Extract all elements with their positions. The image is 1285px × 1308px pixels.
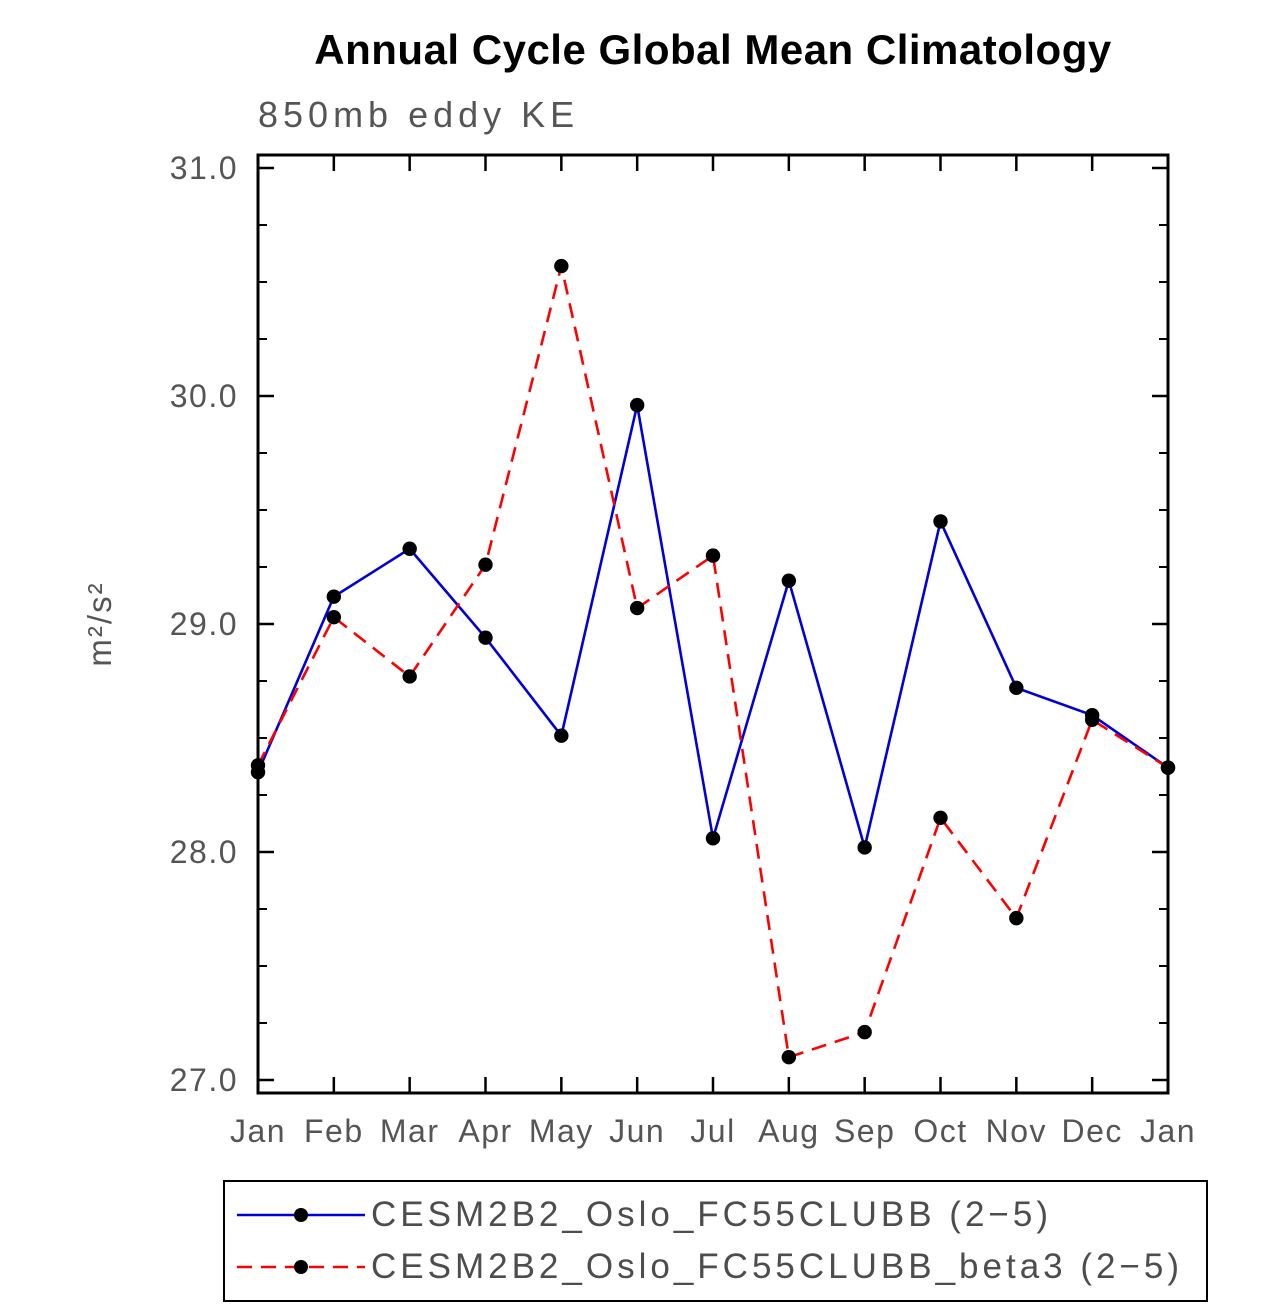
x-tick-label: May [529,1113,594,1149]
data-point-marker [705,548,721,563]
plot-frame [256,153,1170,1095]
data-point-marker [1009,680,1024,696]
x-tick-label: Apr [458,1113,512,1149]
data-point-marker [554,258,569,274]
x-tick-label: Mar [380,1113,440,1149]
data-point-marker [402,541,417,556]
data-point-marker [554,728,569,743]
data-point-marker [326,589,342,604]
x-tick-label: Jul [690,1113,735,1149]
legend-line-sample [237,1260,365,1275]
x-tick-label: Nov [986,1113,1047,1149]
data-point-marker [705,831,721,846]
data-point-marker [629,397,645,413]
data-point-marker [478,630,493,645]
data-point-marker [857,1024,872,1040]
legend-marker [294,1207,308,1222]
x-tick-label: Jan [1140,1113,1196,1149]
y-tick-label: 30.0 [170,378,238,414]
data-point-marker [250,758,266,773]
x-tick-label: Oct [913,1113,967,1149]
legend-item: CESM2B2_Oslo_FC55CLUBB_beta3 (2−5) [233,1247,1206,1287]
y-tick-label: 28.0 [170,834,238,870]
legend-line-sample [237,1207,365,1222]
data-point-marker [781,1050,797,1065]
data-point-marker [402,669,417,684]
y-tick-label: 27.0 [170,1062,238,1098]
legend-label: CESM2B2_Oslo_FC55CLUBB_beta3 (2−5) [371,1247,1184,1287]
chart-subtitle: 850mb eddy KE [258,94,580,135]
legend-item: CESM2B2_Oslo_FC55CLUBB (2−5) [233,1195,1206,1235]
legend-marker [294,1260,308,1275]
data-point-marker [1009,910,1024,926]
legend-label: CESM2B2_Oslo_FC55CLUBB (2−5) [371,1194,1052,1234]
data-point-marker [781,573,797,588]
x-tick-label: Feb [304,1113,364,1149]
data-point-marker [629,600,645,616]
x-tick-label: Jun [609,1113,665,1149]
data-point-marker [933,514,948,529]
data-point-marker [857,840,872,855]
plot-area: Jan Feb Mar Apr May Jun Jul Aug Sep Oct Nov Dec Jan 2… [170,150,1196,1149]
chart-title: Annual Cycle Global Mean Climatology [314,26,1112,73]
data-point-marker [478,557,493,572]
x-tick-label: Sep [834,1113,895,1149]
series-line [256,265,1169,1059]
series-line [256,404,1169,853]
data-point-marker [933,810,948,825]
y-tick-label: 31.0 [170,150,238,186]
data-point-marker [326,609,342,625]
legend: CESM2B2_Oslo_FC55CLUBB (2−5) CESM2B2_Osl… [223,1180,1208,1302]
x-tick-label: Dec [1061,1113,1122,1149]
y-tick-label: 29.0 [170,606,238,642]
x-tick-label: Aug [758,1113,819,1149]
data-point-marker [1160,760,1176,775]
x-tick-label: Jan [230,1113,286,1149]
data-point-marker [1084,712,1100,727]
